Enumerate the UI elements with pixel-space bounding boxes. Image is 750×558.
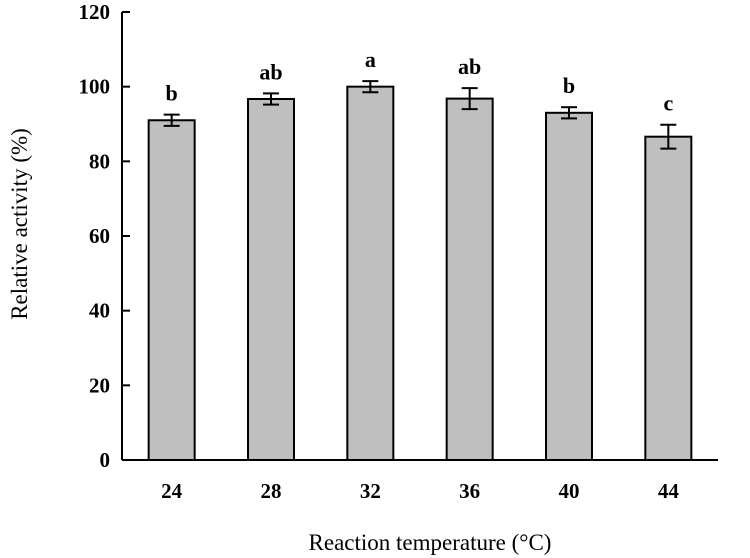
significance-label: ab: [259, 59, 282, 84]
significance-label: b: [166, 81, 178, 106]
y-tick-label: 120: [79, 0, 111, 24]
x-axis-title: Reaction temperature (°C): [309, 530, 552, 555]
bar: [545, 111, 593, 462]
bar: [644, 135, 693, 461]
bars: [147, 85, 693, 462]
y-tick-label: 60: [89, 224, 110, 248]
significance-label: c: [663, 91, 673, 116]
x-tick-label: 28: [261, 479, 282, 503]
y-tick-label: 100: [79, 75, 111, 99]
y-axis-title: Relative activity (%): [7, 128, 32, 320]
significance-labels: b ab a ab b c: [166, 47, 674, 116]
x-axis-ticks: 24 28 32 36 40 44: [161, 479, 679, 503]
y-tick-label: 0: [100, 448, 111, 472]
y-tick-label: 20: [89, 373, 110, 397]
x-tick-label: 36: [459, 479, 480, 503]
x-tick-label: 44: [658, 479, 680, 503]
x-tick-label: 40: [559, 479, 580, 503]
error-bars: [163, 80, 677, 150]
significance-label: ab: [458, 54, 481, 79]
significance-label: a: [365, 47, 376, 72]
x-tick-label: 24: [161, 479, 183, 503]
bar: [247, 97, 295, 461]
significance-label: b: [563, 73, 575, 98]
y-tick-label: 80: [89, 149, 110, 173]
bar: [147, 119, 196, 462]
bar: [346, 85, 395, 462]
bar: [445, 97, 494, 461]
x-tick-label: 32: [360, 479, 381, 503]
y-axis-ticks: 0 20 40 60 80 100 120: [79, 0, 130, 472]
y-tick-label: 40: [89, 299, 110, 323]
